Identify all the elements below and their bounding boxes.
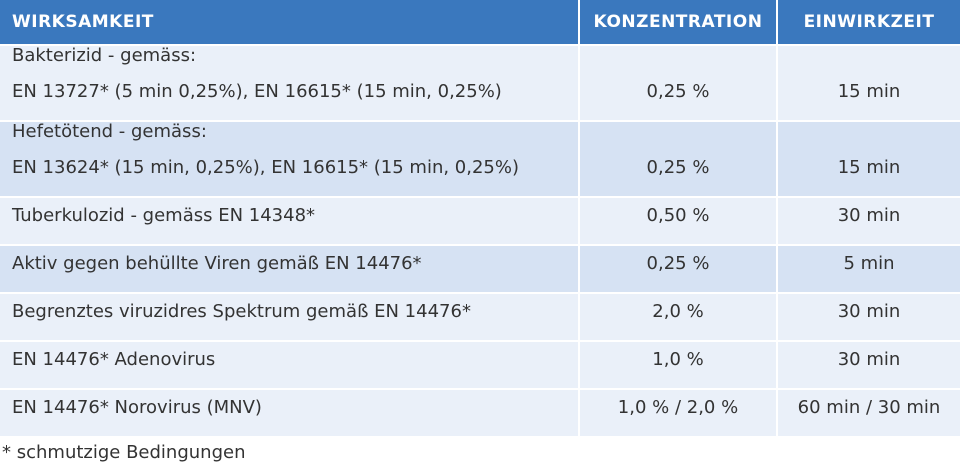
- cell-text: 30 min: [837, 205, 901, 226]
- cell-text: Aktiv gegen behüllte Viren gemäß EN 1447…: [12, 253, 422, 274]
- footnote: * schmutzige Bedingungen: [2, 442, 246, 463]
- cell-text: Hefetötend - gemäss:: [12, 121, 207, 142]
- table-cell: 15 min: [778, 46, 960, 120]
- cell-text: 0,25 %: [646, 253, 710, 274]
- table-cell: 0,50 %: [580, 198, 776, 244]
- table-cell: EN 14476* Norovirus (MNV): [0, 390, 578, 436]
- cell-text: 15 min: [837, 81, 901, 102]
- cell-text: EN 13624* (15 min, 0,25%), EN 16615* (15…: [12, 157, 520, 178]
- cell-text: EN 14476* Norovirus (MNV): [12, 397, 262, 418]
- cell-text: 1,0 % / 2,0 %: [617, 397, 739, 418]
- cell-text: 0,25 %: [646, 81, 710, 102]
- cell-text: 15 min: [837, 157, 901, 178]
- table-cell: Tuberkulozid - gemäss EN 14348*: [0, 198, 578, 244]
- table-cell: 15 min: [778, 122, 960, 196]
- table-cell: 30 min: [778, 342, 960, 388]
- cell-text: 0,50 %: [646, 205, 710, 226]
- cell-text: 60 min / 30 min: [797, 397, 941, 418]
- cell-text: Tuberkulozid - gemäss EN 14348*: [12, 205, 316, 226]
- cell-text: Bakterizid - gemäss:: [12, 45, 197, 66]
- table-cell: Bakterizid - gemäss: EN 13727* (5 min 0,2…: [0, 45, 578, 120]
- table-cell: 30 min: [778, 294, 960, 340]
- table-cell: EN 14476* Adenovirus: [0, 342, 578, 388]
- table-cell: 5 min: [778, 246, 960, 292]
- table-cell: Hefetötend - gemäss: EN 13624* (15 min, 0…: [0, 121, 578, 196]
- cell-text: 30 min: [837, 349, 901, 370]
- cell-text: EN 14476* Adenovirus: [12, 349, 216, 370]
- table-cell: Aktiv gegen behüllte Viren gemäß EN 1447…: [0, 246, 578, 292]
- cell-text: 5 min: [843, 253, 895, 274]
- header-cell: EINWIRKZEIT: [778, 0, 960, 44]
- table-cell: 1,0 % / 2,0 %: [580, 390, 776, 436]
- table-cell: 30 min: [778, 198, 960, 244]
- header-cell: KONZENTRATION: [580, 0, 776, 44]
- cell-text: Begrenztes viruzidres Spektrum gemäß EN …: [12, 301, 471, 322]
- cell-text: 0,25 %: [646, 157, 710, 178]
- table-cell: 2,0 %: [580, 294, 776, 340]
- cell-text: 2,0 %: [652, 301, 704, 322]
- table-cell: 1,0 %: [580, 342, 776, 388]
- table-cell: 0,25 %: [580, 122, 776, 196]
- table-cell: 0,25 %: [580, 246, 776, 292]
- table-cell: 60 min / 30 min: [778, 390, 960, 436]
- header-cell: WIRKSAMKEIT: [0, 0, 578, 44]
- table-cell: 0,25 %: [580, 46, 776, 120]
- cell-text: 1,0 %: [652, 349, 704, 370]
- table: WIRKSAMKEIT KONZENTRATION EINWIRKZEIT Bakte…: [0, 0, 960, 436]
- cell-text: EN 13727* (5 min 0,25%), EN 16615* (15 m…: [12, 81, 502, 102]
- table-cell: Begrenztes viruzidres Spektrum gemäß EN …: [0, 294, 578, 340]
- cell-text: 30 min: [837, 301, 901, 322]
